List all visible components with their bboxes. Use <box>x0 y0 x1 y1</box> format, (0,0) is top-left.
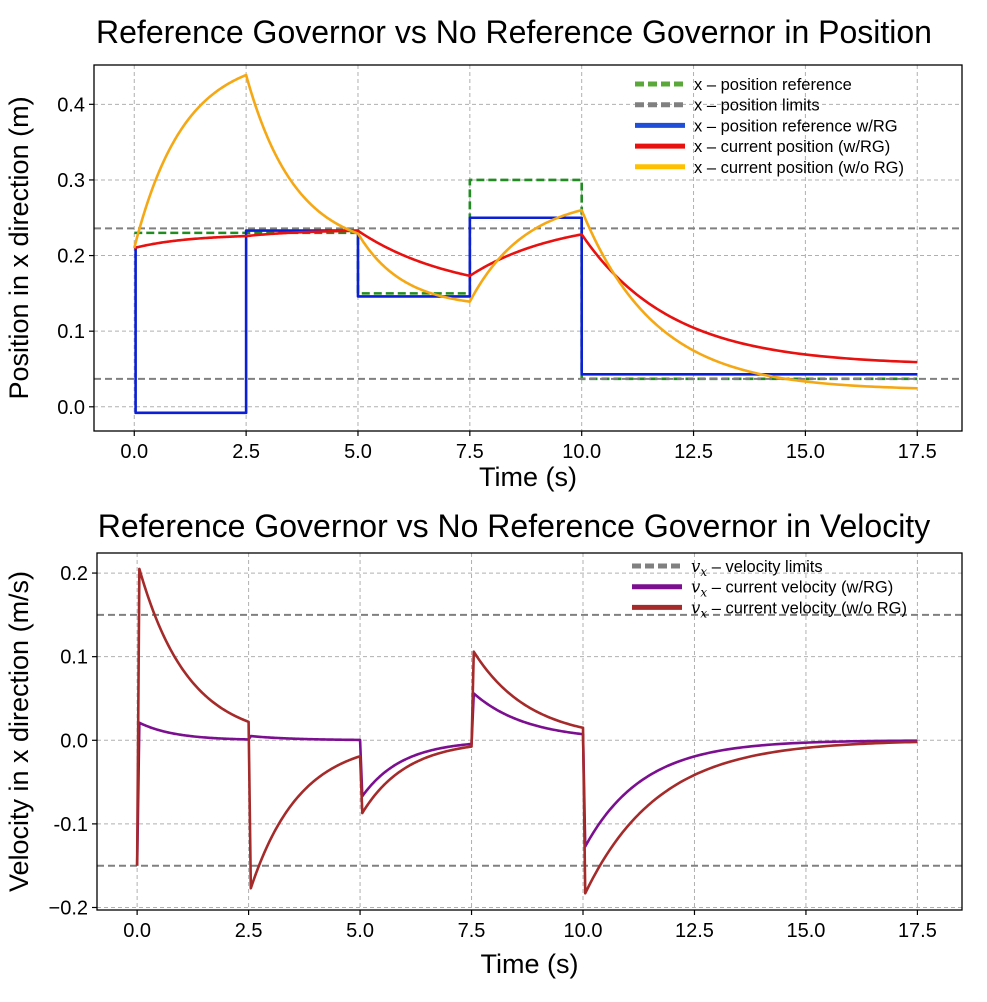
x-axis-label: Time (s) <box>481 949 579 979</box>
x-tick-label: 15.0 <box>786 920 825 942</box>
y-tick-label: 0.0 <box>57 397 85 419</box>
axes-frame <box>96 552 963 911</box>
series-v-2-path <box>135 567 918 895</box>
x-tick-label: 10.0 <box>562 441 601 463</box>
y-tick-label: 0.3 <box>57 170 85 192</box>
series-x-position-reference-w-rg-path <box>134 216 918 415</box>
plot-area <box>94 73 962 415</box>
legend-symbol: v <box>691 598 701 617</box>
x-axis-label: Time (s) <box>479 462 577 492</box>
y-tick-label: 0.1 <box>60 647 88 669</box>
x-tick-label: 12.5 <box>674 441 713 463</box>
legend-label: x – position reference <box>694 76 852 94</box>
legend-label: vx – current velocity (w/RG) <box>691 578 893 600</box>
y-axis-label: Velocity in x direction (m/s) <box>4 571 34 892</box>
plot-area <box>97 567 962 895</box>
y-tick-label: -0.1 <box>54 814 88 836</box>
legend-label: x – current position (w/o RG) <box>694 159 904 177</box>
x-tick-label: 5.0 <box>346 920 374 942</box>
x-tick-label: 17.5 <box>898 920 937 942</box>
legend: x – position reference x – position limit… <box>635 76 904 177</box>
legend-subscript: x <box>700 565 707 579</box>
x-tick-label: 7.5 <box>456 441 484 463</box>
x-tick-label: 2.5 <box>232 441 260 463</box>
y-tick-label: 0.4 <box>57 94 85 116</box>
x-tick-label: 0.0 <box>123 920 151 942</box>
legend-symbol: v <box>691 557 701 576</box>
series-x-current-position-w-o-rg--path <box>133 73 918 390</box>
series-v-1-path <box>135 692 918 866</box>
x-tick-label: 7.5 <box>458 920 486 942</box>
axes-frame <box>93 64 963 432</box>
legend-symbol: v <box>691 578 701 597</box>
legend-label: x – current position (w/RG) <box>694 138 890 156</box>
y-axis-label: Position in x direction (m) <box>4 96 34 399</box>
x-tick-label: 5.0 <box>344 441 372 463</box>
legend-subscript: x <box>700 586 707 600</box>
y-tick-label: 0.1 <box>57 321 85 343</box>
y-tick-label: 0.0 <box>60 730 88 752</box>
series-x-current-position-w-rg--path <box>133 229 918 364</box>
y-tick-label: 0.2 <box>60 563 88 585</box>
legend-text: – current velocity (w/RG) <box>707 579 893 597</box>
y-tick-label: −0.2 <box>49 897 88 919</box>
legend-subscript: x <box>700 606 707 620</box>
x-tick-label: 17.5 <box>898 441 937 463</box>
chart-title: Reference Governor vs No Reference Gover… <box>98 508 930 544</box>
legend-text: – velocity limits <box>707 558 823 576</box>
velocity-chart: Reference Governor vs No Reference Gover… <box>4 508 963 979</box>
x-tick-label: 12.5 <box>675 920 714 942</box>
x-tick-label: 0.0 <box>120 441 148 463</box>
legend-label: x – position limits <box>694 97 820 115</box>
x-tick-label: 15.0 <box>786 441 825 463</box>
series-x-position-reference-path <box>134 178 918 381</box>
legend-label: x – position reference w/RG <box>694 117 898 135</box>
y-tick-label: 0.2 <box>57 246 85 268</box>
x-tick-label: 10.0 <box>564 920 603 942</box>
legend-text: – current velocity (w/o RG) <box>707 599 907 617</box>
x-tick-label: 2.5 <box>235 920 263 942</box>
chart-title: Reference Governor vs No Reference Gover… <box>96 14 932 50</box>
legend-label: vx – velocity limits <box>691 557 823 579</box>
position-chart: Reference Governor vs No Reference Gover… <box>4 14 963 492</box>
legend-label: vx – current velocity (w/o RG) <box>691 598 907 620</box>
